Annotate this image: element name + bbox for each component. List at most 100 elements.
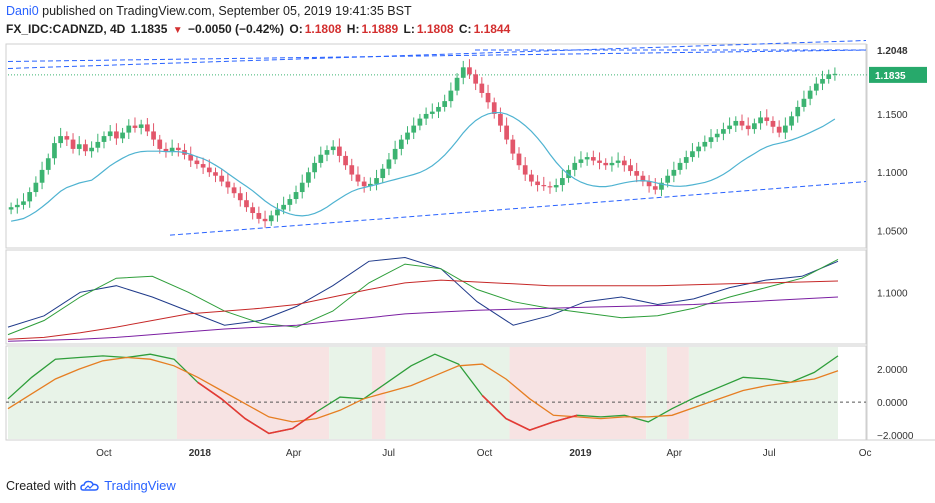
candle-body: [460, 67, 466, 78]
candle-body: [299, 182, 305, 193]
candle-body: [690, 151, 695, 158]
candle-body: [89, 147, 94, 152]
down-arrow-icon: ▼: [172, 25, 183, 36]
candle-body: [231, 187, 237, 194]
candle-body: [504, 125, 509, 140]
candle-body: [646, 181, 652, 187]
candle-body: [671, 169, 677, 176]
candle-body: [107, 131, 113, 137]
symbol-label: FX_IDC:CADNZD, 4D: [6, 22, 126, 36]
regime-band: [329, 347, 372, 439]
oscillator-down-segment: [481, 394, 578, 431]
x-tick-label: Apr: [667, 448, 683, 459]
candle-body: [516, 153, 522, 166]
symbol-ohlc-bar: FX_IDC:CADNZD, 4D 1.1835 ▼ −0.0050 (−0.4…: [6, 22, 512, 36]
y-tick-label: 1.0500: [877, 227, 908, 238]
regime-band: [646, 347, 667, 439]
candle-body: [145, 124, 150, 132]
candle-body: [120, 132, 125, 139]
candle-body: [64, 136, 70, 140]
high-label: H:: [346, 22, 360, 36]
regime-band: [666, 347, 689, 439]
y-tick-label: 1.1500: [877, 110, 908, 121]
candle-body: [33, 182, 39, 193]
regime-band: [371, 347, 386, 439]
candle-body: [479, 83, 485, 93]
candle-body: [27, 192, 33, 202]
candle-body: [70, 139, 76, 149]
indicator-line: [7, 258, 839, 336]
candle-body: [733, 120, 739, 126]
candle-body: [702, 141, 708, 147]
high-value: 1.1889: [361, 22, 399, 36]
candle-body: [485, 92, 491, 103]
candle-body: [386, 159, 392, 169]
candle-body: [752, 123, 757, 130]
candle-body: [603, 162, 609, 166]
x-tick-label: Apr: [286, 448, 302, 459]
candle-body: [832, 73, 838, 75]
indicator-line: [7, 256, 839, 328]
y-tick-label: 1.1000: [877, 288, 908, 299]
candle-body: [541, 185, 547, 187]
candle-body: [312, 162, 317, 173]
candle-body: [615, 160, 621, 163]
candle-body: [114, 131, 119, 139]
candle-body: [200, 164, 206, 168]
candle-body: [597, 160, 602, 163]
candle-body: [789, 116, 794, 126]
candle-body: [293, 192, 299, 200]
y-tick-label: −2.0000: [877, 431, 914, 442]
candle-body: [138, 124, 144, 128]
candle-body: [807, 90, 813, 99]
candle-body: [194, 160, 200, 165]
publisher-user[interactable]: Dani0: [6, 4, 39, 18]
candle-body: [491, 102, 497, 114]
candle-body: [275, 209, 280, 216]
regime-band: [509, 347, 647, 439]
candle-body: [826, 74, 832, 79]
candle-body: [45, 158, 51, 170]
candle-body: [318, 154, 324, 163]
open-value: 1.1808: [304, 22, 342, 36]
candle-body: [535, 181, 540, 186]
candle-body: [473, 74, 479, 84]
candle-body: [398, 139, 404, 149]
candle-body: [436, 106, 441, 112]
candle-body: [225, 181, 231, 188]
indicator-line: [7, 279, 839, 340]
candle-body: [442, 101, 448, 107]
candle-body: [677, 162, 683, 170]
x-tick-label: Oct: [477, 448, 493, 459]
candle-body: [306, 172, 311, 183]
candle-body: [268, 215, 274, 222]
x-tick-label: 2019: [569, 448, 592, 459]
pane-frame-2: [5, 249, 867, 345]
open-label: O:: [289, 22, 303, 36]
y-tick-label: 1.2048: [877, 46, 908, 57]
candle-body: [39, 169, 45, 183]
candle-body: [95, 141, 101, 148]
publish-text: published on TradingView.com, September …: [42, 4, 412, 18]
candle-body: [721, 129, 726, 134]
candle-body: [708, 137, 714, 142]
candle-body: [281, 204, 286, 210]
x-tick-label: 2018: [189, 448, 212, 459]
candle-body: [101, 136, 107, 142]
candle-body: [770, 120, 776, 127]
candle-body: [367, 183, 373, 187]
candle-body: [696, 146, 701, 152]
tradingview-brand[interactable]: TradingView: [104, 478, 176, 493]
candle-body: [820, 78, 825, 84]
oscillator-line: [7, 356, 839, 423]
moving-average-line: [10, 112, 836, 222]
candle-body: [628, 165, 633, 172]
candle-body: [380, 168, 386, 179]
last-price-label: 1.1835: [875, 71, 906, 82]
candle-body: [727, 125, 732, 130]
candle-body: [175, 147, 181, 151]
y-tick-label: 0.0000: [877, 398, 908, 409]
candle-body: [813, 83, 819, 91]
candle-body: [801, 98, 807, 107]
